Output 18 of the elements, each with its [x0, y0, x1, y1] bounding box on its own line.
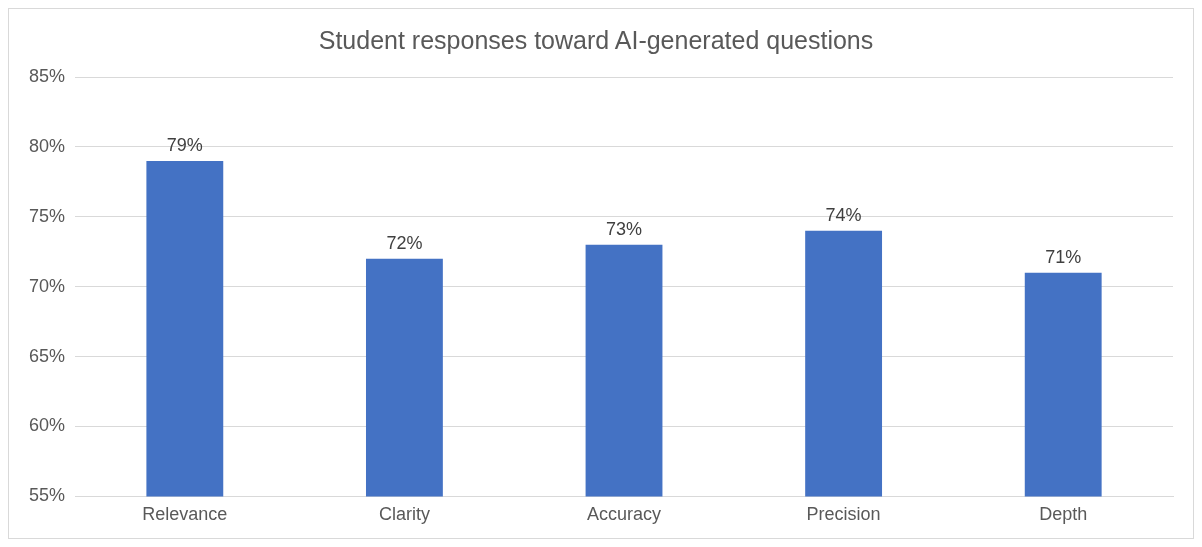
y-tick-label: 80%: [29, 135, 66, 156]
x-tick-label: Clarity: [378, 504, 430, 525]
x-tick-label: Depth: [1039, 504, 1088, 525]
data-label: 73%: [606, 218, 643, 239]
x-tick-label: Precision: [806, 504, 881, 525]
data-label: 71%: [1045, 246, 1082, 267]
y-tick-label: 85%: [29, 65, 66, 86]
chart-title: Student responses toward AI-generated questions: [318, 25, 874, 54]
data-label: 72%: [386, 232, 423, 253]
y-tick-label: 60%: [29, 415, 66, 436]
x-tick-label: Accuracy: [587, 504, 662, 525]
y-tick-label: 75%: [29, 205, 66, 226]
x-tick-label: Relevance: [142, 504, 228, 525]
data-label: 79%: [166, 134, 203, 155]
y-tick-label: 65%: [29, 345, 66, 366]
y-tick-label: 70%: [29, 275, 66, 296]
data-label: 74%: [825, 204, 862, 225]
y-tick-label: 55%: [29, 485, 66, 506]
